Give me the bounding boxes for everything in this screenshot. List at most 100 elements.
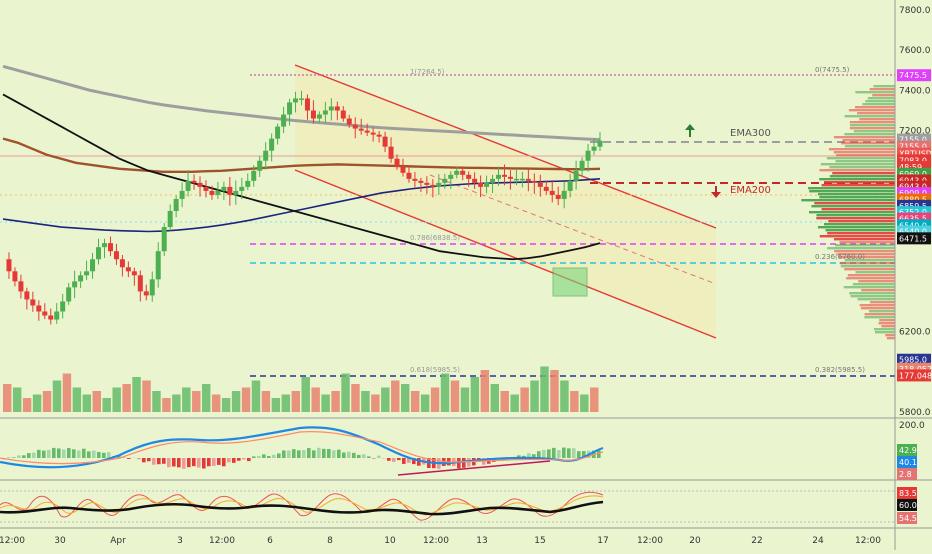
volume-profile-bar — [858, 298, 895, 300]
macd-bar — [87, 451, 91, 458]
time-tick: 20 — [689, 536, 701, 546]
time-tick: 12:00 — [423, 536, 449, 546]
candle-body — [466, 175, 471, 179]
time-tick: 17 — [597, 536, 608, 546]
candle-body — [245, 181, 250, 187]
macd-bar — [317, 448, 321, 458]
macd-bar — [92, 451, 96, 458]
macd-bar — [27, 453, 31, 458]
candle-body — [574, 171, 579, 181]
candle-body — [72, 281, 77, 287]
volume-bar — [381, 388, 389, 413]
candle-body — [227, 187, 232, 195]
macd-bar — [127, 458, 131, 459]
candle-body — [269, 139, 274, 151]
time-tick: 8 — [327, 536, 333, 546]
volume-profile-bar — [818, 193, 895, 195]
volume-profile-bar — [827, 157, 895, 159]
volume-profile-bar — [845, 145, 895, 147]
macd-bar — [107, 452, 111, 458]
macd-bar — [282, 450, 286, 458]
macd-bar — [312, 450, 316, 458]
volume-profile-bar — [820, 235, 895, 237]
volume-profile-bar — [822, 184, 895, 186]
candle-body — [353, 125, 358, 129]
candle-body — [514, 179, 519, 181]
candle-body — [371, 133, 376, 135]
macd-bar — [292, 449, 296, 458]
candle-body — [502, 175, 507, 177]
macd-tag: 40.1 — [897, 456, 917, 468]
price-tag-label: 7475.5 — [899, 71, 927, 80]
volume-bar — [212, 395, 220, 413]
macd-bar — [207, 458, 211, 466]
candle-body — [442, 179, 447, 183]
candle-body — [239, 187, 244, 191]
volume-bar — [510, 395, 518, 413]
volume-profile-bar — [870, 88, 895, 90]
macd-bar — [102, 453, 106, 458]
volume-profile-bar — [814, 202, 895, 204]
macd-bar — [287, 451, 291, 458]
volume-profile-bar — [862, 103, 895, 105]
volume-profile-bar — [875, 331, 895, 333]
volume-profile-bar — [829, 148, 895, 150]
volume-profile-bar — [842, 139, 895, 141]
volume-profile-bar — [849, 292, 895, 294]
volume-profile-bar — [881, 325, 895, 327]
volume-profile-bar — [816, 217, 895, 219]
volume-profile-bar — [885, 334, 895, 336]
volume-bar — [560, 381, 568, 413]
candle-body — [30, 299, 35, 305]
macd-bar — [182, 458, 186, 469]
volume-bar — [23, 398, 31, 412]
fib-bottom-label: 0.382(5985.5) — [815, 366, 865, 374]
time-tick: 12:00 — [209, 536, 235, 546]
candle-body — [317, 115, 322, 119]
macd-bar — [177, 458, 181, 467]
volume-profile-bar — [819, 196, 895, 198]
macd-bar — [202, 458, 206, 469]
volume-profile-bar — [865, 100, 895, 102]
candle-body — [180, 191, 185, 199]
price-tick: 7800.0 — [899, 6, 931, 16]
volume-bar — [142, 381, 150, 413]
candle-body — [323, 111, 328, 115]
candle-body — [275, 127, 280, 139]
volume-profile-bar — [832, 172, 895, 174]
candle-body — [150, 279, 155, 295]
candle-body — [36, 305, 41, 311]
volume-profile-bar — [836, 154, 895, 156]
price-tag: 7475.5 — [897, 69, 931, 81]
volume-profile-bar — [869, 310, 895, 312]
candle-body — [192, 181, 197, 183]
macd-bar — [222, 458, 226, 466]
macd-tag: 2.8 — [897, 468, 917, 480]
candle-body — [377, 135, 382, 137]
volume-profile-bar — [848, 274, 895, 276]
candle-body — [335, 106, 340, 110]
macd-bar — [552, 448, 556, 458]
candle-body — [580, 161, 585, 171]
candle-body — [132, 271, 137, 275]
candle-body — [365, 131, 370, 133]
candle-body — [538, 183, 543, 187]
macd-bar — [377, 456, 381, 458]
candle-body — [592, 147, 597, 151]
volume-bar — [132, 377, 140, 412]
candle-body — [54, 312, 59, 320]
time-tick: 12:00 — [855, 536, 881, 546]
time-tick: 30 — [54, 536, 66, 546]
volume-profile-bar — [844, 133, 895, 135]
volume-bar — [461, 388, 469, 413]
candle-body — [400, 167, 405, 173]
volume-profile-bar — [834, 136, 895, 138]
candle-body — [215, 191, 220, 195]
macd-bar — [97, 452, 101, 458]
volume-profile-bar — [841, 142, 895, 144]
volume-bar — [530, 381, 538, 413]
volume-profile-bar — [819, 169, 895, 171]
macd-bar — [212, 458, 216, 466]
volume-profile-bar — [840, 262, 895, 264]
